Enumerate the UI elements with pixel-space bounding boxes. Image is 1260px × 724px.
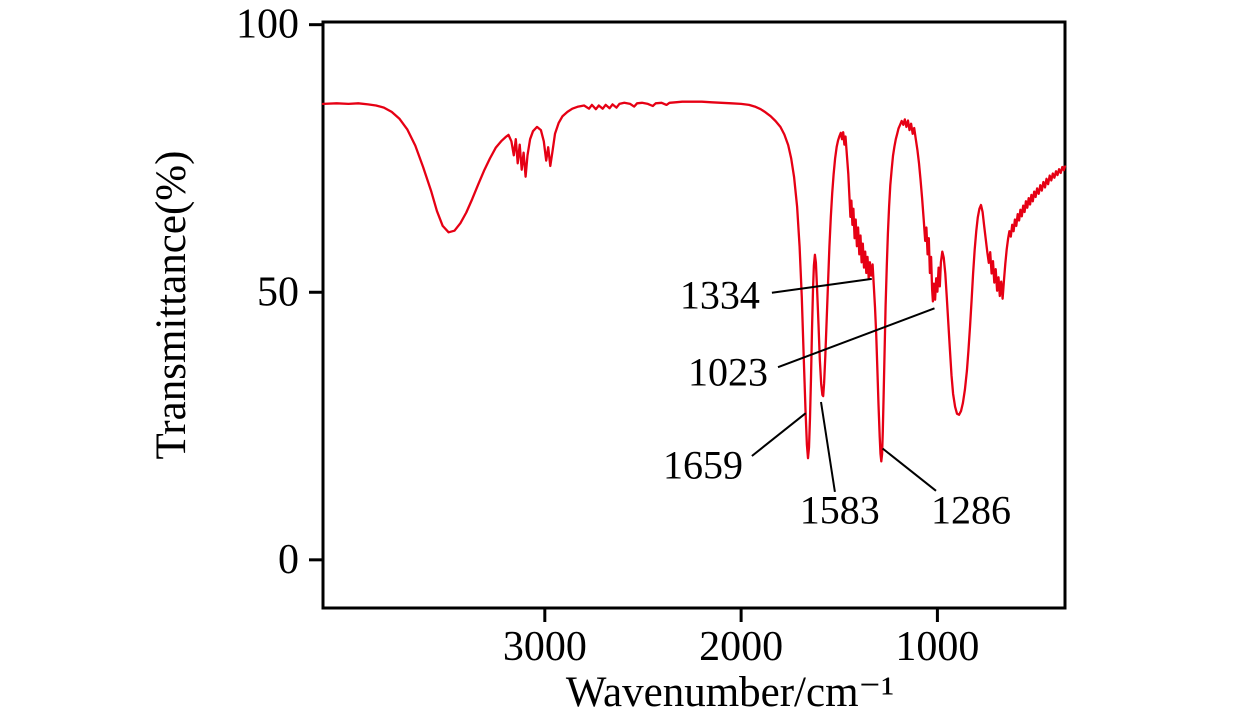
x-axis-ticks: 3000 2000 1000 — [503, 608, 979, 670]
peak-annotation-label: 1286 — [931, 488, 1011, 533]
x-tick-label: 3000 — [503, 624, 587, 670]
y-tick-label: 0 — [278, 537, 299, 583]
peak-annotation-label: 1334 — [680, 272, 760, 317]
peak-annotation-label: 1583 — [800, 488, 880, 533]
y-tick-label: 100 — [236, 2, 299, 48]
x-axis-title: Wavenumber/cm⁻¹ — [566, 669, 894, 716]
peak-annotation-label: 1023 — [688, 350, 768, 395]
y-tick-label: 50 — [257, 269, 299, 315]
annotation-leader-line — [751, 412, 807, 457]
plot-border — [321, 20, 1067, 610]
annotation-leader-line — [777, 307, 935, 369]
peak-annotations: 1334 1023 1659 1583 1286 — [663, 272, 1011, 532]
y-axis-title: Transmittance(%) — [148, 151, 195, 460]
annotation-leader-line — [771, 277, 872, 294]
x-tick-label: 1000 — [895, 624, 979, 670]
annotation-leader-line — [820, 401, 836, 493]
peak-annotation-label: 1659 — [663, 443, 743, 488]
y-axis-ticks: 0 50 100 — [236, 2, 323, 583]
x-tick-label: 2000 — [699, 624, 783, 670]
spectrum-curve — [321, 100, 1067, 463]
annotation-leader-line — [881, 447, 937, 492]
